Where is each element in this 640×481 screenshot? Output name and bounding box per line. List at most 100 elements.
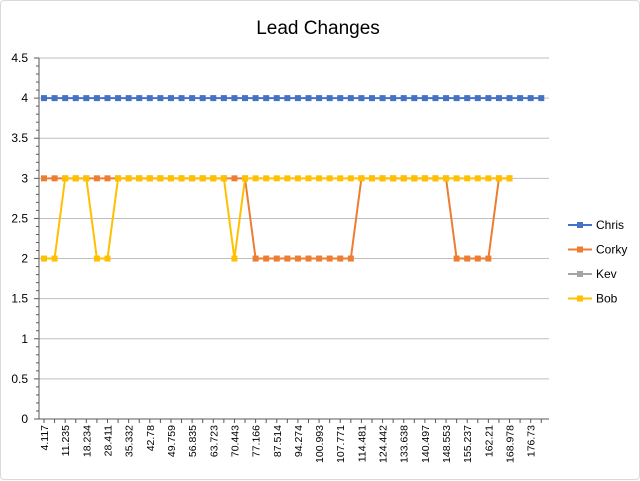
data-point [93, 255, 100, 262]
data-point [316, 95, 323, 102]
data-point [294, 95, 301, 102]
data-point [252, 175, 259, 182]
data-point [199, 175, 206, 182]
data-point [263, 255, 270, 262]
legend-item-chris: Chris [568, 218, 624, 232]
data-point [379, 95, 386, 102]
data-point [263, 175, 270, 182]
data-point [273, 175, 280, 182]
data-point [157, 175, 164, 182]
data-point [284, 95, 291, 102]
data-point [474, 95, 481, 102]
data-point [242, 95, 249, 102]
legend-marker [577, 246, 583, 253]
data-point [93, 175, 100, 182]
legend-item-corky: Corky [568, 243, 627, 257]
legend-label: Chris [596, 218, 624, 232]
data-point [390, 95, 397, 102]
x-tick-label: 77.166 [251, 425, 263, 457]
data-point [305, 255, 312, 262]
data-point [432, 95, 439, 102]
data-point [474, 255, 481, 262]
data-point [527, 95, 534, 102]
data-point [231, 95, 238, 102]
data-point [210, 95, 217, 102]
data-point [178, 95, 185, 102]
data-point [411, 95, 418, 102]
data-point [485, 95, 492, 102]
data-point [453, 95, 460, 102]
x-tick-label: 114.481 [356, 425, 368, 462]
data-point [72, 95, 79, 102]
data-point [104, 95, 111, 102]
data-point [125, 95, 132, 102]
legend-label: Kev [596, 267, 617, 281]
data-point [62, 95, 69, 102]
x-tick-label: 35.332 [124, 425, 136, 457]
chart-title: Lead Changes [256, 18, 380, 39]
data-point [115, 95, 122, 102]
data-point [485, 175, 492, 182]
data-point [178, 175, 185, 182]
data-point [400, 175, 407, 182]
data-point [252, 95, 259, 102]
axes: 0 0.5 1 1.5 2 2.5 3 3.5 4 4.5 4.117 11.235 18.234 28.… [11, 51, 549, 463]
x-tick-label: 100.993 [314, 425, 326, 463]
y-tick-label: 0.5 [11, 372, 28, 386]
data-point [443, 95, 450, 102]
data-point [464, 95, 471, 102]
data-point [51, 255, 58, 262]
legend-marker [577, 295, 583, 302]
x-tick-label: 176.73 [526, 425, 538, 457]
data-point [443, 175, 450, 182]
data-point [189, 175, 196, 182]
data-point [41, 255, 47, 262]
data-point [167, 95, 174, 102]
x-tick-label: 4.117 [39, 425, 51, 451]
data-point [453, 175, 460, 182]
x-tick-label: 162.21 [483, 425, 495, 457]
data-point [252, 255, 259, 262]
data-point [167, 175, 174, 182]
data-point [294, 255, 301, 262]
data-point [326, 95, 333, 102]
data-point [104, 175, 111, 182]
data-point [347, 175, 354, 182]
data-point [220, 175, 227, 182]
data-point [453, 255, 460, 262]
data-point [517, 95, 524, 102]
data-point [368, 95, 375, 102]
data-point [93, 95, 100, 102]
data-point [136, 95, 143, 102]
data-point [273, 255, 280, 262]
legend-label: Corky [596, 243, 627, 257]
data-point [316, 255, 323, 262]
data-point [157, 95, 164, 102]
data-point [136, 175, 143, 182]
legend-item-bob: Bob [568, 292, 618, 306]
data-point [189, 95, 196, 102]
data-point [41, 175, 47, 182]
data-point [231, 255, 238, 262]
data-point [421, 175, 428, 182]
data-point [146, 95, 153, 102]
data-point [495, 95, 502, 102]
y-tick-label: 2.5 [11, 211, 28, 225]
data-point [485, 255, 492, 262]
data-point [242, 175, 249, 182]
data-point [326, 175, 333, 182]
data-point [432, 175, 439, 182]
data-point [273, 95, 280, 102]
data-point [326, 255, 333, 262]
data-point [294, 175, 301, 182]
data-point [495, 175, 502, 182]
data-point [506, 175, 513, 182]
data-point [51, 95, 58, 102]
data-point [474, 175, 481, 182]
x-tick-label: 124.442 [378, 425, 390, 463]
legend-item-kev: Kev [568, 267, 617, 281]
data-point [337, 95, 344, 102]
data-point [506, 95, 513, 102]
